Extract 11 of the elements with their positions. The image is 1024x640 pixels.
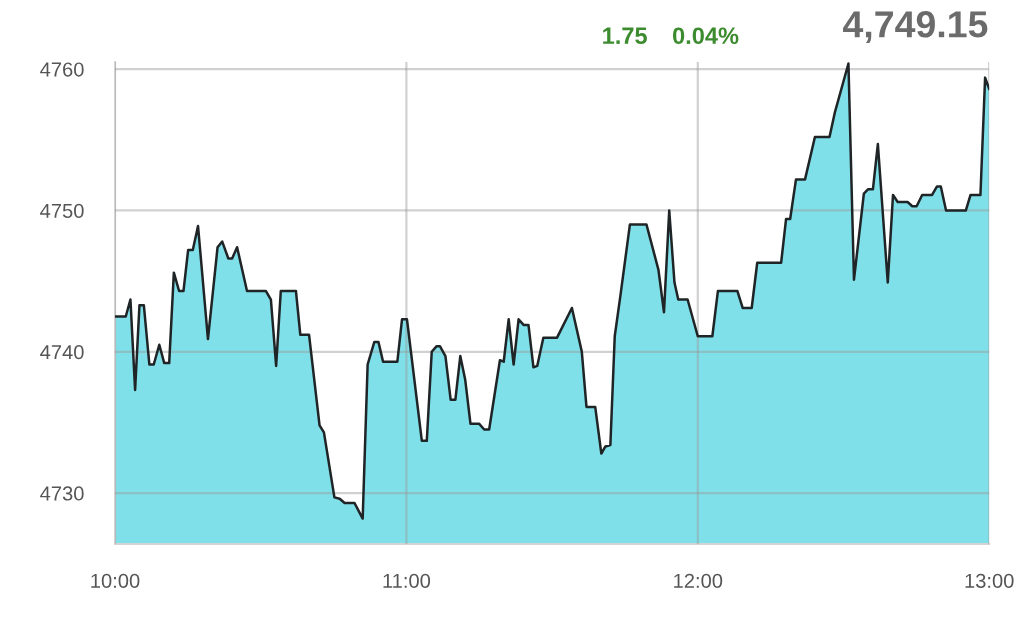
x-tick-label: 12:00 — [674, 573, 723, 588]
y-tick-label: 4740 — [40, 345, 84, 360]
text: 0.04% — [673, 27, 739, 45]
y-tick-label: 4760 — [40, 62, 84, 77]
x-tick-label: 10:00 — [91, 573, 140, 588]
y-tick-label: 4750 — [40, 203, 84, 218]
x-tick-label: 13:00 — [965, 573, 1014, 588]
x-tick-label: 11:00 — [383, 573, 431, 588]
text: 1.75 — [603, 27, 647, 45]
text: 4,749.15 — [843, 11, 988, 44]
y-tick-label: 4730 — [40, 486, 84, 501]
